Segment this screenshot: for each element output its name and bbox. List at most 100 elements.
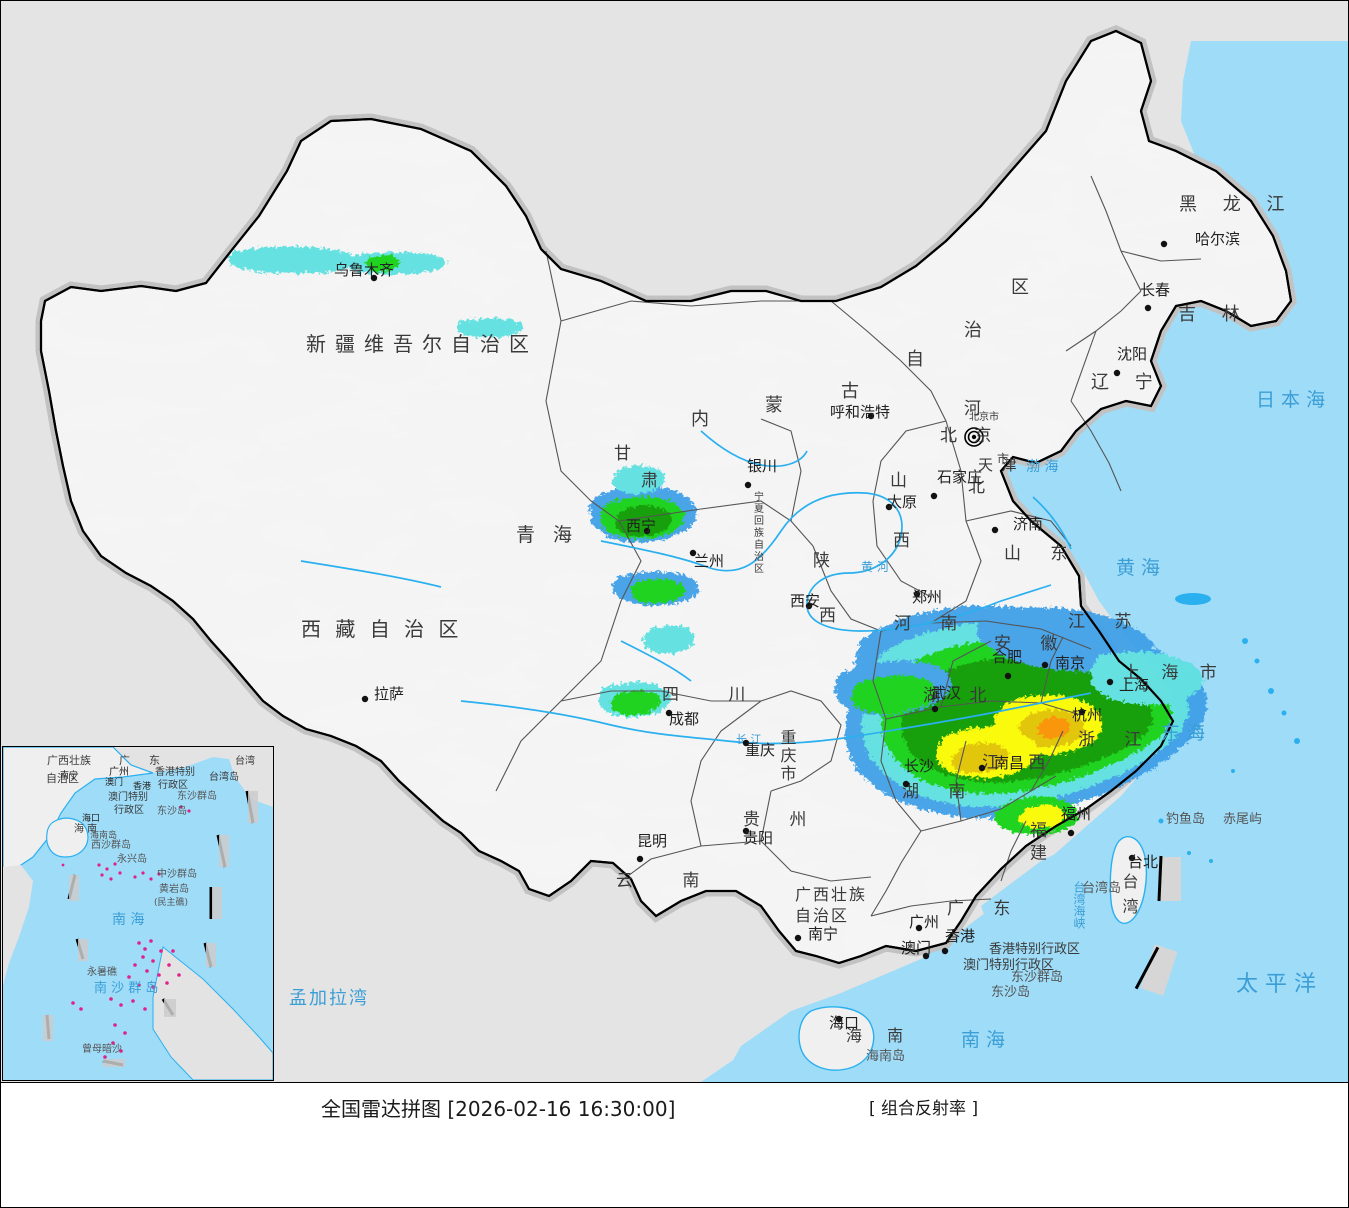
city-dot-2	[1144, 304, 1152, 312]
inset-label-10: 澳门	[105, 776, 123, 788]
province-label-8: 自	[906, 349, 924, 370]
sea-labels: 日 本 海黄 海 渤 海东 海太 平 洋南 海 台湾海峡 黄 河长 江	[736, 389, 1325, 1051]
city-dot-12	[913, 590, 921, 598]
inset-canvas[interactable]: 广西壮族自治区广东台湾南宁 广州 香港特别行政区台湾岛澳门 香港澳门特别行政区东沙群岛…	[3, 747, 273, 1080]
inset-label-5: 南宁	[60, 769, 78, 781]
inset-label-18: 海南岛	[90, 829, 117, 841]
province-label-14: 宁夏回族自治区	[752, 490, 764, 575]
inset-hainan	[46, 817, 89, 858]
city-label-13: 南京	[1055, 654, 1085, 672]
legend-product-label: [ 组合反射率 ]	[869, 1099, 979, 1119]
inset-label-7: 香港特别	[155, 766, 195, 778]
city-label-24: 昆明	[637, 832, 667, 850]
province-label-31: 重庆市	[778, 729, 797, 783]
city-label-18: 南昌	[994, 754, 1024, 772]
inset-label-19: 西沙群岛	[91, 838, 131, 851]
inset-label-27: 曾母暗沙	[82, 1042, 122, 1055]
province-label-37: 自治区	[795, 906, 849, 925]
inset-land-west	[3, 865, 33, 985]
province-label-24: 安 徽	[994, 634, 1069, 654]
city-label-28: 香港	[945, 927, 975, 945]
province-label-21: 山 东	[1004, 544, 1079, 564]
province-label-33: 云 南	[616, 871, 721, 891]
province-label-39: 海 南	[846, 1026, 913, 1045]
province-label-6: 蒙	[765, 395, 783, 416]
city-label-25: 福州	[1061, 805, 1091, 823]
city-dot-1	[1160, 240, 1168, 248]
province-label-28: 江 西	[982, 753, 1057, 773]
inset-label-1: 自治区	[46, 771, 79, 785]
city-label-20: 拉萨	[374, 685, 404, 703]
province-label-5: 内	[691, 409, 709, 430]
city-dot-16	[1078, 708, 1086, 716]
province-label-15: 陕	[813, 551, 830, 571]
province-label-29: 湖 南	[902, 782, 977, 802]
sea-label-bay-of-bengal: 孟加拉湾	[289, 988, 369, 1009]
province-label-12: 吉 林	[1178, 304, 1250, 325]
province-label-43: 北 京	[940, 426, 997, 446]
province-label-9: 治	[964, 320, 982, 341]
island-label-1: 赤尾屿	[1223, 812, 1262, 827]
city-label-23: 贵阳	[743, 829, 773, 847]
city-dot-13	[1041, 661, 1049, 669]
province-label-30: 四 川	[662, 685, 767, 705]
city-dot-5	[744, 481, 752, 489]
legend-title: 全国雷达拼图 [2026-02-16 16:30:00]	[321, 1097, 676, 1121]
province-label-18: 西	[893, 531, 910, 551]
sea-label-7: 黄 河	[861, 560, 889, 574]
city-label-10: 兰州	[694, 552, 724, 570]
inset-label-14: 东沙群岛	[177, 789, 217, 802]
province-borders	[495, 175, 1202, 917]
city-dot-20	[361, 695, 369, 703]
city-label-30: 台北	[1128, 853, 1158, 871]
province-label-16: 西	[819, 606, 836, 626]
city-dot-3	[1113, 369, 1121, 377]
city-dot-10	[689, 549, 697, 557]
south-china-sea-inset-map[interactable]: 广西壮族 自治区广东台湾 南宁 广州 香港特别 行政区 台湾岛 澳门 香港 澳门特别 行政区 东沙群岛…	[2, 746, 274, 1081]
inset-label-17: 海 南	[74, 822, 97, 835]
inset-label-8: 行政区	[158, 778, 188, 791]
province-label-27: 浙 江	[1078, 730, 1153, 750]
province-label-22: 河 南	[894, 614, 969, 634]
city-label-22: 重庆	[745, 741, 775, 759]
city-dot-29	[922, 952, 930, 960]
city-dot-30	[1128, 854, 1136, 862]
province-label-1: 西 藏 自 治 区	[301, 617, 462, 641]
china-radar-map[interactable]: 日 本 海黄 海渤 海东 海太 平 洋南 海台湾海峡黄 河长 江 新疆维吾尔自治…	[1, 1, 1348, 1082]
sea-label-1: 黄 海	[1116, 557, 1160, 579]
province-label-35: 广 东	[947, 899, 1022, 919]
inset-label-23: (民主礁)	[154, 896, 188, 908]
city-label-12: 郑州	[912, 588, 942, 606]
hainan-island	[798, 1006, 875, 1071]
inset-label-6: 广州	[109, 766, 129, 778]
inset-land-taiwan-side	[225, 747, 273, 807]
inset-label-11: 香港	[133, 780, 151, 792]
province-label-40: 香港特别行政区	[989, 942, 1080, 957]
city-label-14: 合肥	[992, 648, 1022, 666]
inset-land-borneo	[152, 946, 273, 1080]
city-label-15: 上海	[1119, 676, 1149, 694]
province-label-3: 甘	[614, 444, 631, 464]
city-label-6: 石家庄	[937, 468, 982, 486]
province-label-0: 新疆维吾尔自治区	[306, 332, 538, 356]
city-dot-21	[665, 709, 673, 717]
city-label-17: 武汉	[931, 684, 961, 702]
inset-reef-dots	[61, 805, 191, 1059]
city-label-11: 西安	[790, 592, 820, 610]
city-label-29: 澳门	[901, 939, 931, 957]
province-label-45: 市	[997, 451, 1009, 466]
inset-label-4: 台湾	[235, 754, 255, 767]
province-label-11: 黑 龙 江	[1179, 194, 1294, 215]
city-dot-6	[930, 492, 938, 500]
taiwan-island	[1109, 836, 1148, 924]
province-label-19: 河	[964, 399, 981, 419]
city-label-9: 西宁	[626, 517, 656, 535]
rivers-layer	[300, 430, 1092, 745]
legend-panel: 全国雷达拼图 [2026-02-16 16:30:00] [ 组合反射率 ] d…	[1, 1082, 1348, 1207]
city-label-16: 杭州	[1072, 706, 1102, 724]
